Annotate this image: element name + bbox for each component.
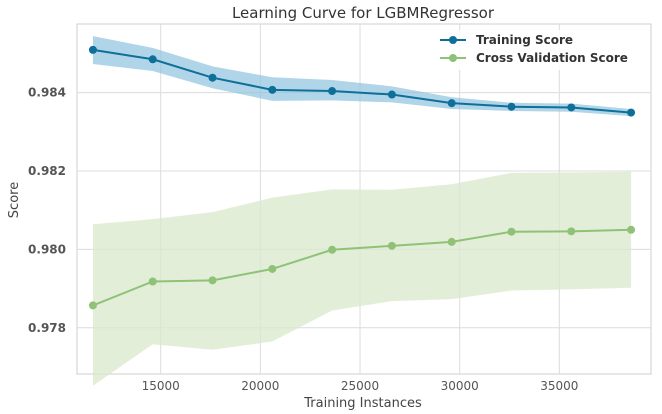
cross-validation-score-point — [627, 225, 636, 234]
legend-item-training-score: Training Score — [440, 33, 573, 47]
legend-marker-training-score — [449, 36, 457, 44]
legend-label-training-score: Training Score — [476, 33, 573, 47]
cross-validation-score-point — [507, 227, 516, 236]
series-lines — [92, 48, 632, 307]
training-score-line — [92, 48, 632, 114]
training-score-point — [387, 90, 396, 99]
training-score-point — [627, 108, 636, 117]
x-axis-label: Training Instances — [303, 396, 422, 411]
legend-label-cross-validation-score: Cross Validation Score — [476, 51, 628, 65]
cross-validation-score-point — [268, 264, 277, 273]
cross-validation-score-point — [387, 241, 396, 250]
legend-marker-cross-validation-score — [449, 54, 457, 62]
x-tick-label: 15000 — [142, 379, 180, 393]
legend-item-cross-validation-score: Cross Validation Score — [440, 51, 628, 65]
cross-validation-score-point — [88, 301, 97, 310]
training-score-point — [507, 102, 516, 111]
x-tick-label: 20000 — [241, 379, 279, 393]
y-tick-label: 0.984 — [28, 86, 66, 100]
y-tick-label: 0.978 — [28, 321, 66, 335]
training-score-point — [208, 73, 217, 82]
training-score-point — [447, 99, 456, 108]
cross-validation-score-line — [92, 228, 632, 307]
training-score-point — [268, 85, 277, 94]
cross-validation-score-point — [328, 245, 337, 254]
series-points — [88, 45, 636, 310]
x-tick-label: 35000 — [540, 379, 578, 393]
training-score-point — [328, 87, 337, 96]
training-score-point — [567, 103, 576, 112]
y-tick-label: 0.980 — [28, 242, 66, 256]
chart-title: Learning Curve for LGBMRegressor — [232, 4, 495, 22]
legend: Training Score Cross Validation Score — [427, 30, 645, 70]
x-tick-label: 30000 — [441, 379, 479, 393]
x-axis-ticks: 15000 20000 25000 30000 35000 — [142, 379, 579, 393]
cross-validation-score-point — [208, 276, 217, 285]
y-tick-label: 0.982 — [28, 164, 66, 178]
y-axis-ticks: 0.978 0.980 0.982 0.984 — [28, 86, 66, 335]
training-score-point — [148, 55, 157, 64]
y-axis-label: Score — [7, 182, 22, 218]
training-score-point — [88, 45, 97, 54]
cross-validation-score-confidence-band — [92, 171, 632, 386]
x-tick-label: 25000 — [341, 379, 379, 393]
cross-validation-score-point — [148, 277, 157, 286]
cross-validation-score-point — [567, 227, 576, 236]
legend-box — [427, 30, 645, 70]
cross-validation-score-point — [447, 237, 456, 246]
